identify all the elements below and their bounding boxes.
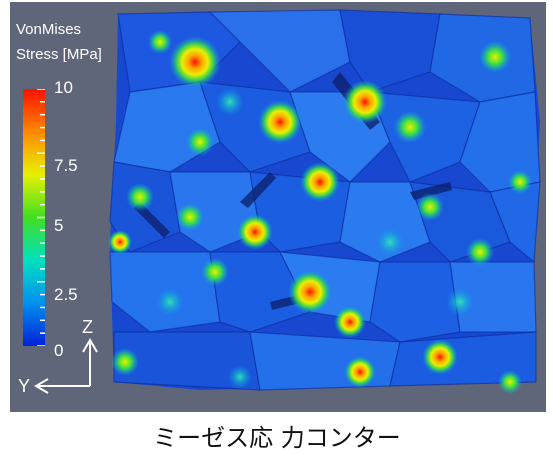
colorbar-tick-10: 10 bbox=[54, 78, 73, 97]
stress-contour-render bbox=[108, 9, 541, 394]
legend-title-line1: VonMises bbox=[16, 21, 82, 38]
colorbar-tick-5: 5 bbox=[54, 216, 64, 235]
colorbar-tick-0: 0 bbox=[54, 341, 64, 360]
stress-hotspots bbox=[108, 30, 532, 394]
z-axis-label: Z bbox=[82, 317, 93, 337]
legend-title-line2: Stress [MPa] bbox=[16, 46, 102, 63]
colorbar bbox=[23, 89, 45, 346]
figure-caption: ミーゼス応 力コンター bbox=[153, 424, 401, 452]
colorbar-tick-7-5: 7.5 bbox=[54, 156, 78, 175]
render-viewport: VonMises Stress [MPa] 10 7.5 5 2.5 0 Z Y bbox=[10, 2, 546, 412]
colorbar-tick-2-5: 2.5 bbox=[54, 285, 78, 304]
y-axis-label: Y bbox=[18, 376, 31, 396]
